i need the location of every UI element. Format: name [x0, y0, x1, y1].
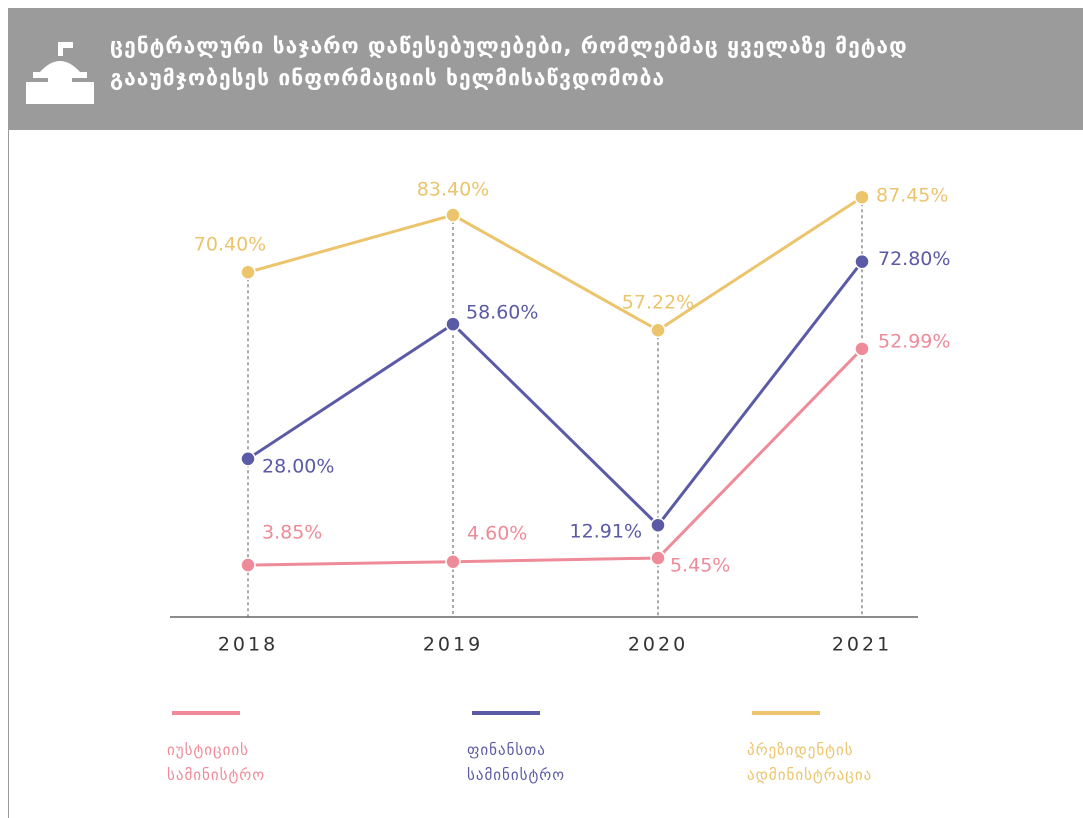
point [650, 550, 666, 566]
x-tick-label: 2021 [832, 634, 892, 656]
data-label: 4.60% [467, 522, 527, 544]
x-tick-label: 2020 [628, 634, 688, 656]
data-label: 3.85% [262, 522, 322, 544]
series-line [247, 260, 864, 528]
point [854, 341, 870, 357]
series-line [247, 347, 864, 567]
point [650, 517, 666, 533]
data-label: 12.91% [570, 521, 642, 543]
data-label: 52.99% [878, 330, 950, 352]
series-line [247, 195, 863, 332]
data-label: 5.45% [670, 555, 730, 577]
data-label: 70.40% [194, 234, 266, 256]
data-label: 58.60% [466, 302, 538, 324]
point [854, 189, 870, 205]
icon [26, 42, 94, 104]
point [650, 322, 666, 338]
data-label: 83.40% [417, 179, 489, 201]
legend-label: იუსტიციის სამინისტრო [167, 741, 266, 784]
point [240, 264, 256, 280]
x-tick-label: 2019 [423, 634, 483, 656]
data-label: 28.00% [262, 455, 334, 477]
frame-line [8, 130, 9, 818]
point [445, 207, 461, 223]
data-label: 87.45% [876, 185, 948, 207]
chart-title: ცენტრალური საჯარო დაწესებულებები, რომლებ… [110, 34, 908, 90]
header [8, 8, 1083, 130]
point [445, 554, 461, 570]
point [240, 557, 256, 573]
point [854, 253, 870, 270]
point [445, 316, 461, 332]
legend-label: პრეზიდენტის ადმინისტრაცია [747, 741, 873, 784]
legend-label: ფინანსთა სამინისტრო [467, 741, 566, 784]
data-label: 72.80% [878, 248, 950, 270]
point [240, 451, 256, 467]
data-label: 57.22% [622, 292, 694, 314]
x-tick-label: 2018 [218, 634, 278, 656]
